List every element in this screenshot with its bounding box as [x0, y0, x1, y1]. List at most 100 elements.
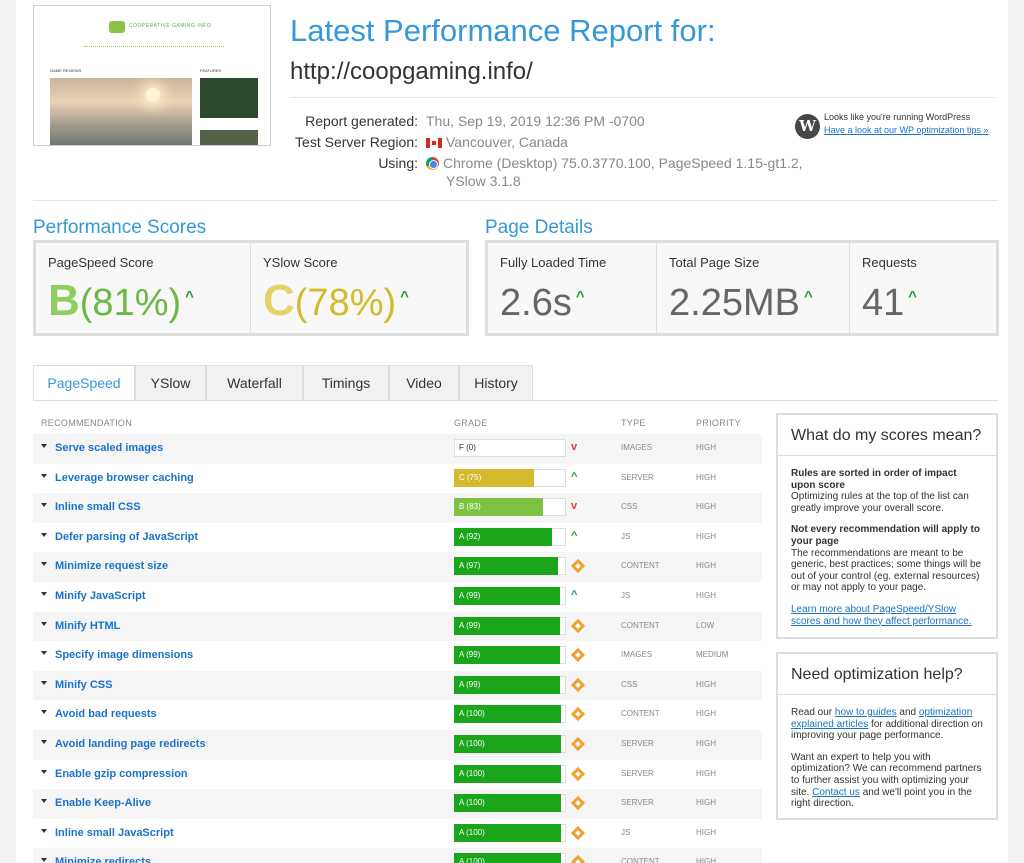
optimization-articles-link[interactable]: optimization explained articles [791, 707, 973, 730]
table-row[interactable]: Inline small CSS B (83) v CSS HIGH [33, 493, 762, 523]
recommendation-name[interactable]: Minimize request size [55, 560, 169, 573]
trend-neutral-icon [570, 648, 586, 663]
tab-pagespeed[interactable]: PageSpeed [33, 365, 135, 401]
expand-caret-icon[interactable] [41, 532, 47, 537]
tab-timings[interactable]: Timings [303, 365, 389, 401]
scores-help-block-3: Learn more about PageSpeed/YSlow scores … [791, 604, 983, 627]
recommendation-name[interactable]: Enable Keep-Alive [55, 797, 151, 810]
recommendation-priority: HIGH [696, 502, 716, 512]
table-row[interactable]: Minify JavaScript A (99) ^ JS HIGH [33, 582, 762, 612]
how-to-guides-link[interactable]: how to guides [834, 707, 897, 718]
table-row[interactable]: Defer parsing of JavaScript A (92) ^ JS HIGH [33, 523, 762, 553]
using-value-line1: Chrome (Desktop) 75.0.3770.100, PageSpee… [443, 155, 803, 171]
thumbnail-header [34, 6, 270, 44]
table-row[interactable]: Avoid landing page redirects A (100) SERVE… [33, 730, 762, 760]
table-row[interactable]: Minimize redirects A (100) CONTENT HIGH [33, 848, 762, 863]
thumbnail-site-title: COOPERATIVE GAMING INFO [129, 23, 212, 29]
expand-caret-icon[interactable] [41, 710, 47, 715]
expand-caret-icon[interactable] [41, 858, 47, 863]
col-recommendation: RECOMMENDATION [41, 418, 133, 428]
table-row[interactable]: Specify image dimensions A (99) IMAGES MEDI… [33, 641, 762, 671]
grade-label: A (100) [459, 827, 485, 837]
canada-flag-icon [426, 138, 442, 148]
grade-label: A (97) [459, 561, 481, 571]
yslow-grade: C [263, 276, 295, 325]
table-row[interactable]: Minify HTML A (99) CONTENT LOW [33, 611, 762, 642]
contact-us-link[interactable]: Contact us [812, 786, 860, 798]
total-page-size: Total Page Size 2.25MB ^ [657, 243, 850, 333]
recommendation-name[interactable]: Defer parsing of JavaScript [55, 530, 199, 543]
recommendation-name[interactable]: Avoid landing page redirects [55, 738, 206, 750]
recommendation-name[interactable]: Minify HTML [55, 619, 121, 632]
grade-label: A (100) [459, 857, 485, 863]
site-thumbnail[interactable]: COOPERATIVE GAMING INFO GAME REVIEWS FEA… [33, 5, 271, 146]
recommendation-type: CSS [621, 679, 638, 689]
page-size-value-wrap: 2.25MB ^ [669, 275, 813, 325]
recommendation-type: SERVER [621, 768, 654, 778]
table-row[interactable]: Enable gzip compression A (100) SERVER HIGH [33, 760, 762, 790]
expand-caret-icon[interactable] [41, 828, 47, 833]
grade-bar [454, 616, 560, 635]
expand-caret-icon[interactable] [41, 503, 47, 508]
recommendation-name[interactable]: Serve scaled images [55, 442, 164, 454]
tabs-divider [33, 400, 998, 401]
expand-caret-icon[interactable] [41, 680, 47, 685]
expand-caret-icon[interactable] [41, 562, 47, 567]
recommendation-name[interactable]: Inline small CSS [55, 501, 141, 514]
expand-caret-icon[interactable] [41, 444, 47, 448]
recommendation-priority: HIGH [696, 739, 716, 748]
trend-up-icon: ^ [908, 288, 918, 305]
table-row[interactable]: Serve scaled images F (0) v IMAGES HIGH [33, 434, 762, 464]
table-row[interactable]: Minimize request size A (97) CONTENT HIGH [33, 552, 762, 582]
recommendation-name[interactable]: Minify CSS [55, 678, 113, 691]
expand-caret-icon[interactable] [41, 473, 47, 478]
expand-caret-icon[interactable] [41, 799, 47, 804]
expand-caret-icon[interactable] [41, 651, 47, 656]
recommendation-name[interactable]: Minimize redirects [55, 856, 151, 863]
table-row[interactable]: Enable Keep-Alive A (100) SERVER HIGH [33, 789, 762, 819]
tab-waterfall[interactable]: Waterfall [206, 365, 303, 401]
table-row[interactable]: Minify CSS A (99) CSS HIGH [33, 670, 762, 701]
trend-neutral-icon [570, 559, 586, 574]
wordpress-tips-link[interactable]: Have a look at our WP optimization tips … [824, 125, 989, 135]
fully-loaded-value-wrap: 2.6s ^ [500, 275, 585, 325]
yslow-pct: (78%) [294, 282, 397, 324]
grade-label: A (100) [459, 768, 485, 778]
grade-bar [454, 557, 558, 576]
expand-caret-icon[interactable] [41, 769, 47, 774]
page-left-margin [0, 0, 16, 863]
scores-help-b2-text: The recommendations are meant to be gene… [791, 547, 982, 594]
recommendation-name[interactable]: Leverage browser caching [55, 471, 194, 484]
grade-bar [454, 794, 561, 813]
yslow-score-value: C(78%) ^ [263, 275, 409, 325]
report-title: Latest Performance Report for: [290, 13, 716, 48]
recommendation-priority: LOW [696, 620, 715, 630]
generated-value: Thu, Sep 19, 2019 12:36 PM -0700 [426, 113, 645, 129]
recommendation-type: SERVER [621, 472, 654, 482]
using-value-wrap: Chrome (Desktop) 75.0.3770.100, PageSpee… [426, 155, 803, 171]
table-row[interactable]: Inline small JavaScript A (100) JS HIGH [33, 819, 762, 849]
expand-caret-icon[interactable] [41, 592, 47, 596]
table-row[interactable]: Avoid bad requests A (100) CONTENT HIGH [33, 700, 762, 730]
recommendation-name[interactable]: Specify image dimensions [55, 649, 194, 662]
yslow-score-label: YSlow Score [263, 255, 338, 270]
expand-caret-icon[interactable] [41, 621, 47, 626]
recommendation-priority: HIGH [696, 798, 716, 808]
wordpress-notice: Looks like you're running WordPress [824, 112, 971, 122]
thumbnail-hero-image [50, 78, 192, 145]
recommendation-name[interactable]: Minify JavaScript [55, 590, 146, 602]
learn-more-link[interactable]: Learn more about PageSpeed/YSlow scores … [791, 603, 972, 627]
recommendation-type: SERVER [621, 739, 654, 748]
recommendation-type: CONTENT [621, 857, 660, 863]
tab-yslow[interactable]: YSlow [135, 365, 206, 401]
recommendation-name[interactable]: Avoid bad requests [55, 708, 157, 721]
recommendation-name[interactable]: Enable gzip compression [55, 767, 188, 780]
grade-label: F (0) [459, 443, 476, 452]
tab-history[interactable]: History [459, 365, 533, 401]
using-value-line2: YSlow 3.1.8 [446, 173, 521, 189]
table-row[interactable]: Leverage browser caching C (75) ^ SERVER HIG… [33, 464, 762, 494]
expand-caret-icon[interactable] [41, 740, 47, 744]
thumbnail-sun [146, 88, 160, 102]
recommendation-name[interactable]: Inline small JavaScript [55, 826, 174, 839]
tab-video[interactable]: Video [389, 365, 459, 401]
